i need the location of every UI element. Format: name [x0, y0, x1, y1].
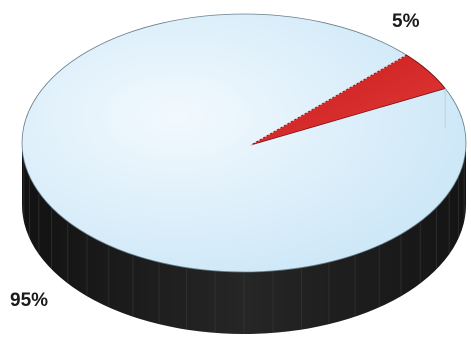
pie-slice-95: [21, 13, 467, 273]
pie-slice-5: [250, 54, 446, 146]
pie-side-layer: [22, 143, 466, 334]
pie-slice-5-edge: [250, 54, 407, 146]
slice-label-95: 95%: [10, 290, 48, 311]
slice-label-5: 5%: [392, 11, 420, 32]
pie-top-layer: [21, 13, 467, 273]
pie-label-layer: 95% 5%: [10, 11, 420, 311]
